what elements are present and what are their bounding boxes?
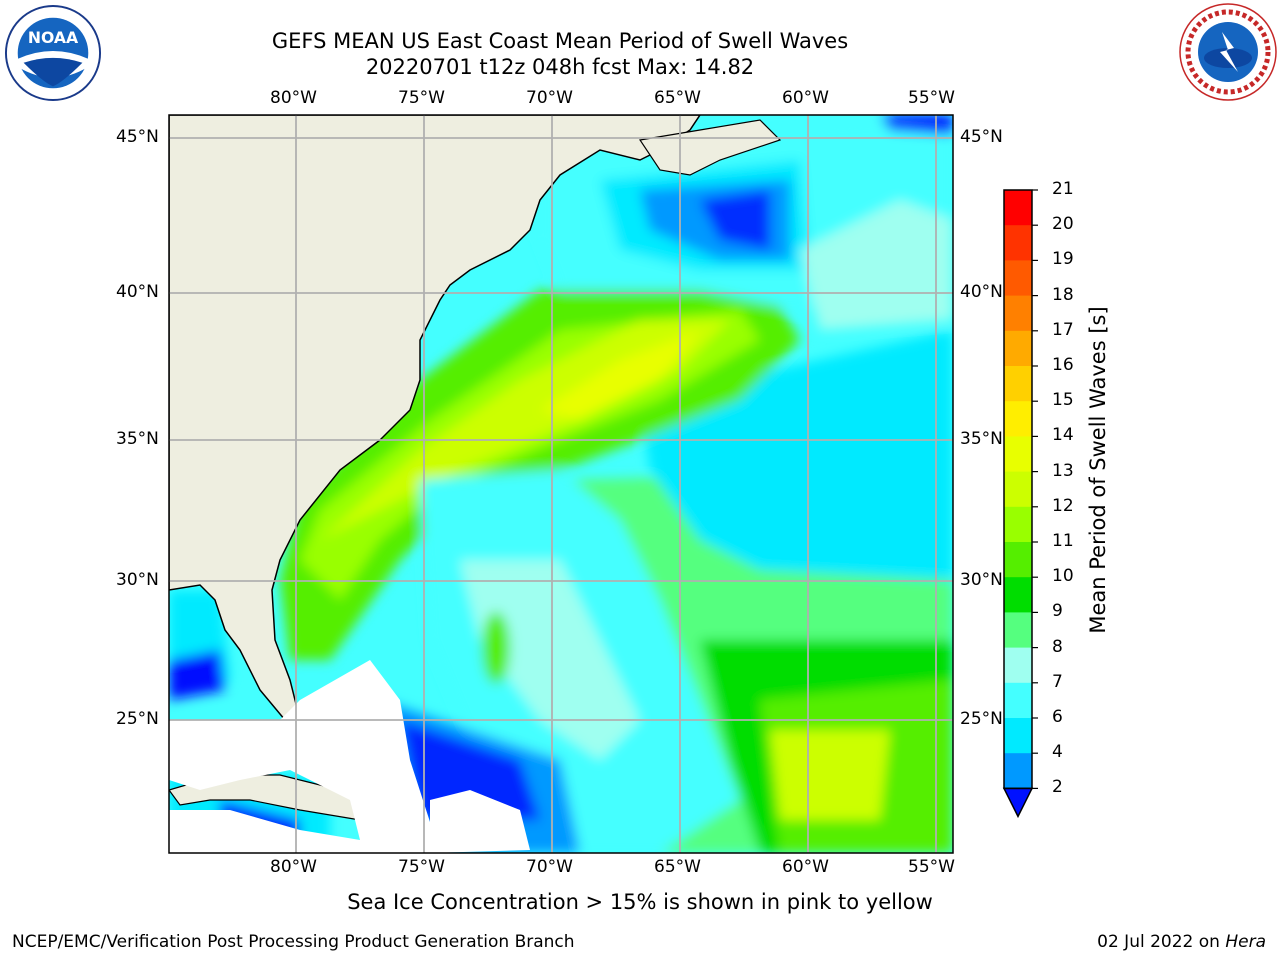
colorbar-swatch bbox=[1004, 718, 1032, 754]
footer-host: Hera bbox=[1225, 932, 1266, 952]
colorbar-swatch bbox=[1004, 401, 1032, 437]
sea-ice-caption: Sea Ice Concentration > 15% is shown in … bbox=[347, 890, 933, 914]
lat-label-left: 25°N bbox=[116, 709, 159, 729]
colorbar-swatch bbox=[1004, 682, 1032, 719]
lat-label-right: 35°N bbox=[960, 429, 1003, 449]
lon-label-top: 55°W bbox=[908, 88, 955, 108]
colorbar-tick-label: 20 bbox=[1052, 214, 1074, 235]
lat-label-left: 40°N bbox=[116, 282, 159, 302]
footer-branch: NCEP/EMC/Verification Post Processing Pr… bbox=[12, 932, 575, 952]
colorbar-tick-label: 17 bbox=[1052, 319, 1074, 340]
colorbar-swatch bbox=[1004, 330, 1032, 367]
colorbar-tick-label: 11 bbox=[1052, 531, 1074, 551]
lon-label-top: 75°W bbox=[398, 88, 445, 108]
lat-label-right: 45°N bbox=[960, 127, 1003, 147]
nws-logo bbox=[1179, 3, 1277, 101]
colorbar-frame bbox=[1003, 189, 1033, 790]
colorbar-tick-label: 13 bbox=[1052, 460, 1074, 481]
colorbar-tick-label: 4 bbox=[1052, 742, 1063, 763]
colorbar-swatch bbox=[1004, 190, 1032, 226]
noaa-logo-text: NOAA bbox=[28, 28, 79, 47]
lon-label-bottom: 80°W bbox=[270, 857, 317, 877]
lat-label-left: 30°N bbox=[116, 570, 159, 590]
map-frame bbox=[168, 114, 954, 854]
colorbar-swatch bbox=[1004, 753, 1032, 789]
lat-label-right: 25°N bbox=[960, 709, 1003, 729]
colorbar-tick-label: 16 bbox=[1052, 355, 1074, 375]
map-field bbox=[169, 115, 953, 853]
lat-label-right: 30°N bbox=[960, 570, 1003, 590]
lat-label-left: 35°N bbox=[116, 429, 159, 449]
lat-label-left: 45°N bbox=[116, 127, 159, 147]
colorbar-tick-label: 10 bbox=[1052, 566, 1074, 587]
lon-label-bottom: 65°W bbox=[654, 857, 701, 877]
map-title: GEFS MEAN US East Coast Mean Period of S… bbox=[271, 29, 849, 53]
colorbar-tick-label: 2 bbox=[1052, 777, 1063, 798]
lat-label-right: 40°N bbox=[960, 282, 1003, 302]
colorbar-swatch bbox=[1004, 436, 1032, 473]
land-nova-scotia bbox=[638, 119, 782, 176]
colorbar bbox=[1002, 189, 1038, 819]
lon-label-top: 60°W bbox=[782, 88, 829, 108]
colorbar-swatch bbox=[1004, 260, 1032, 297]
colorbar-label: Mean Period of Swell Waves [s] bbox=[1086, 306, 1110, 634]
lon-label-top: 65°W bbox=[654, 88, 701, 108]
colorbar-swatch bbox=[1004, 471, 1032, 508]
lon-label-bottom: 70°W bbox=[526, 857, 573, 877]
noaa-logo: NOAA bbox=[4, 4, 102, 102]
colorbar-swatch bbox=[1004, 647, 1032, 684]
lon-label-top: 80°W bbox=[270, 88, 317, 108]
colorbar-tick-label: 19 bbox=[1052, 249, 1074, 270]
colorbar-swatch bbox=[1004, 295, 1032, 332]
footer-date-text: 02 Jul 2022 on bbox=[1097, 932, 1226, 952]
colorbar-swatch bbox=[1004, 542, 1032, 578]
colorbar-swatch bbox=[1004, 612, 1032, 649]
colorbar-tick-label: 15 bbox=[1052, 390, 1074, 411]
colorbar-tick-label: 12 bbox=[1052, 495, 1074, 516]
lon-label-bottom: 60°W bbox=[782, 857, 829, 877]
colorbar-tick-label: 14 bbox=[1052, 425, 1074, 446]
lon-label-top: 70°W bbox=[526, 88, 573, 108]
colorbar-swatch bbox=[1004, 577, 1032, 613]
colorbar-tick-label: 6 bbox=[1052, 707, 1063, 727]
colorbar-extend-arrow bbox=[1002, 787, 1034, 819]
colorbar-swatch bbox=[1004, 225, 1032, 261]
lon-label-bottom: 75°W bbox=[398, 857, 445, 877]
colorbar-tick-label: 7 bbox=[1052, 671, 1063, 692]
colorbar-tick-label: 21 bbox=[1052, 179, 1074, 199]
colorbar-tick-label: 9 bbox=[1052, 601, 1063, 622]
colorbar-tick-label: 8 bbox=[1052, 636, 1063, 657]
colorbar-swatch bbox=[1004, 366, 1032, 402]
graticule bbox=[169, 115, 953, 853]
colorbar-swatch bbox=[1004, 506, 1032, 543]
map-subtitle: 20220701 t12z 048h fcst Max: 14.82 bbox=[365, 55, 755, 79]
footer-date: 02 Jul 2022 on Hera bbox=[1097, 932, 1266, 952]
colorbar-tick-label: 18 bbox=[1052, 284, 1074, 305]
lon-label-bottom: 55°W bbox=[908, 857, 955, 877]
